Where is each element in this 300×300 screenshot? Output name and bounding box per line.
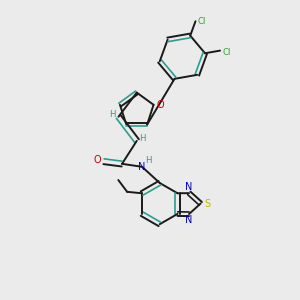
Text: Cl: Cl: [222, 48, 231, 57]
Text: O: O: [94, 155, 101, 165]
Text: H: H: [110, 110, 116, 119]
Text: N: N: [185, 215, 192, 225]
Text: N: N: [138, 162, 146, 172]
Text: O: O: [156, 100, 164, 110]
Text: Cl: Cl: [198, 17, 206, 26]
Text: H: H: [140, 134, 146, 143]
Text: N: N: [185, 182, 192, 192]
Text: H: H: [145, 156, 152, 165]
Text: S: S: [204, 199, 210, 208]
